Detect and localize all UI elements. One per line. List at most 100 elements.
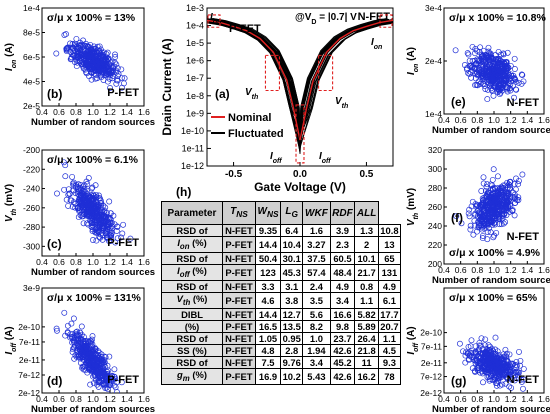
scatter-point	[467, 226, 474, 233]
y-axis-label: Ioff (A)	[4, 326, 18, 354]
table-cell: 45.3	[280, 263, 304, 281]
table-cell: 6.4	[280, 224, 304, 237]
scatter-panel-f: 0.4 0.6 0.8 1.0 1.2 1.4 1.6 200 220 240 260 280 300 3…	[406, 145, 550, 286]
scatter-point	[66, 190, 73, 197]
scatter-point	[506, 366, 513, 373]
table-cell: 42.6	[329, 343, 356, 357]
scatter-point	[110, 63, 117, 70]
x-tick-label: 1.0	[488, 265, 500, 275]
scatter-panel-c: 0.4 0.6 0.8 1.0 1.2 1.4 1.6 -200 -220 -240 -260 -28…	[4, 145, 155, 278]
scatter-point	[507, 62, 514, 69]
x-tick-label: 0.6	[53, 394, 65, 404]
scatter-point	[75, 214, 82, 221]
table-row: SS (%) P-FET 4.8 2.8 1.94 42.6 21.8 4.5	[161, 343, 402, 357]
x-tick-label: 0.6	[53, 107, 65, 117]
scatter-point	[105, 55, 112, 62]
x-tick-label: 0.8	[471, 394, 483, 404]
sigma-annotation: σ/μ x 100% = 6.1%	[47, 154, 139, 166]
scatter-point	[472, 46, 479, 52]
table-cell: 3.9	[329, 224, 356, 237]
table-cell: 1.6	[302, 224, 331, 237]
header-wns: WNS	[254, 201, 282, 225]
scatter-point	[88, 197, 95, 204]
scatter-point	[487, 229, 494, 236]
table-row: RSD of N-FET 7.5 9.76 3.4 45.2 11 9.3	[161, 355, 402, 369]
x-tick-label: 1.2	[104, 107, 116, 117]
scatter-point	[460, 348, 466, 355]
table-cell: 3.3	[254, 279, 282, 293]
scatter-point	[119, 230, 126, 237]
scatter-point	[77, 195, 84, 202]
x-tick-label: 0.4	[438, 394, 450, 404]
scatter-point	[86, 339, 93, 345]
scatter-point	[113, 69, 120, 76]
y-tick-label: 1e-4	[23, 3, 40, 13]
scatter-point	[71, 43, 78, 50]
scatter-point	[94, 381, 101, 388]
scatter-point	[74, 59, 81, 66]
scatter-point	[504, 364, 511, 371]
table-header-row: Parameter TNS WNS LG WKF RDF ALL	[161, 201, 401, 225]
x-tick-label: 0.8	[70, 394, 82, 404]
x-axis-label: Number of random sources	[31, 117, 155, 128]
scatter-point	[511, 94, 517, 101]
x-tick-label: 1.2	[505, 394, 517, 404]
scatter-point	[506, 351, 513, 358]
curve-group	[207, 17, 393, 154]
x-tick-label: 0.4	[36, 394, 48, 404]
scatter-point	[86, 212, 93, 219]
pfet-label: P-FET	[229, 23, 261, 35]
x-tick-label: 1.4	[521, 394, 533, 404]
scatter-point	[518, 378, 525, 385]
scatter-point	[92, 75, 99, 82]
scatter-point	[494, 173, 501, 180]
scatter-point	[70, 315, 77, 322]
scatter-point	[504, 49, 511, 56]
scatter-point	[87, 361, 93, 368]
scatter-point	[483, 357, 490, 364]
scatter-point	[105, 367, 112, 374]
scatter-point	[87, 381, 94, 388]
header-lg: LG	[280, 201, 304, 225]
scatter-point	[91, 366, 98, 373]
y-tick-label: 2e-12	[420, 388, 442, 398]
scatter-point	[74, 351, 81, 358]
nfet-label: N-FET	[358, 11, 391, 23]
scatter-point	[466, 206, 473, 213]
table-cell: 3.4	[302, 355, 331, 369]
x-tick-label: 0.6	[455, 394, 467, 404]
scatter-point	[99, 230, 105, 237]
table-cell-device: P-FET	[222, 263, 256, 281]
table-cell: 1.1	[354, 291, 379, 309]
scatter-point	[68, 320, 75, 327]
table-cell: 12.7	[280, 307, 304, 321]
scatter-point	[476, 48, 483, 55]
scatter-point	[502, 380, 509, 387]
header-parameter: Parameter	[161, 201, 223, 225]
scatter-point	[89, 49, 95, 56]
panel-label: (b)	[47, 87, 62, 101]
scatter-point	[101, 353, 108, 360]
scatter-point	[476, 64, 482, 71]
scatter-point	[517, 357, 524, 364]
table-cell-device: N-FET	[222, 224, 256, 237]
sigma-annotation: σ/μ x 100% = 131%	[47, 292, 142, 304]
scatter-point	[61, 186, 68, 193]
scatter-point	[483, 204, 490, 211]
scatter-point	[516, 369, 522, 376]
scatter-point	[514, 369, 521, 376]
scatter-points-e	[452, 43, 527, 103]
scatter-point	[471, 222, 478, 229]
scatter-point	[83, 343, 90, 350]
scatter-point	[98, 368, 105, 375]
header-wkf: WKF	[302, 201, 331, 225]
scatter-point	[480, 201, 487, 208]
scatter-point	[74, 332, 81, 339]
bias-condition: @VD = |0.7| V	[295, 12, 357, 26]
x-tick-label: 1.2	[104, 394, 116, 404]
table-cell: 9.3	[377, 355, 402, 369]
scatter-point	[70, 199, 77, 206]
ioff-highlight	[295, 104, 305, 164]
scatter-point	[482, 60, 489, 67]
